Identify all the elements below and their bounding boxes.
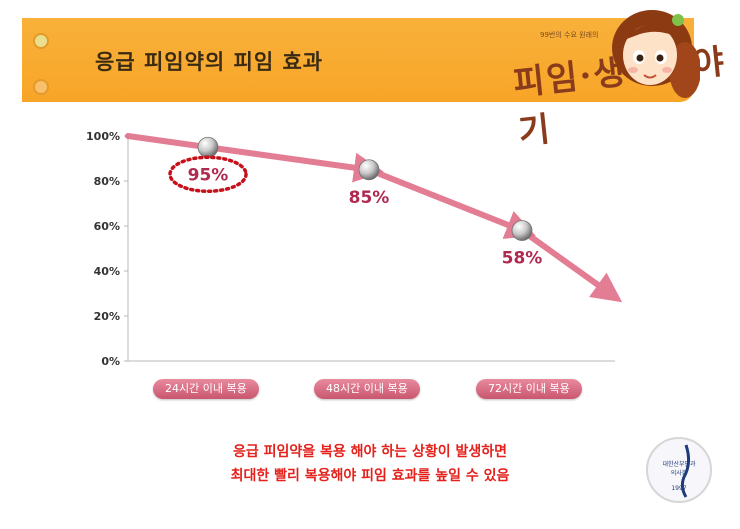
logo-line-2: 의사회	[670, 470, 688, 477]
bullet-icon	[33, 79, 49, 95]
data-label: 85%	[349, 188, 390, 208]
logo-year: 1997	[671, 485, 687, 492]
category-label: 72시간 이내 복용	[476, 379, 582, 399]
trend-arrow-segment	[125, 133, 211, 151]
data-label: 95%	[188, 165, 229, 185]
figure-icon	[680, 444, 691, 498]
category-label: 48시간 이내 복용	[314, 379, 420, 399]
category-label: 24시간 이내 복용	[153, 379, 259, 399]
trend-arrow-segment	[366, 166, 536, 239]
y-tick-label: 100%	[86, 130, 120, 143]
data-point	[358, 159, 380, 181]
y-tick-label: 60%	[94, 220, 120, 233]
logo-line-1: 대한산부인과	[662, 461, 696, 468]
trend-arrow-segment	[519, 227, 623, 303]
girl-illustration-icon	[612, 10, 700, 98]
data-label: 58%	[502, 249, 543, 269]
efficacy-line-chart: 0% 20% 40% 60% 80% 100% 95% 85% 58%	[86, 130, 623, 368]
page-title: 응급 피임약의 피임 효과	[95, 50, 324, 74]
footnote-line-1: 응급 피임약을 복용 해야 하는 상황이 발생하면	[233, 444, 507, 460]
header-banner	[22, 18, 694, 102]
data-point	[197, 136, 219, 158]
bullet-icon	[33, 33, 49, 49]
y-tick-label: 40%	[94, 265, 120, 278]
y-tick-label: 80%	[94, 175, 120, 188]
data-point	[511, 220, 533, 241]
association-logo: 대한산부인과 의사회 1997	[646, 437, 712, 503]
highlight-circle	[168, 155, 248, 193]
y-tick-label: 20%	[94, 310, 120, 323]
footnote-line-2: 최대한 빨리 복용해야 피임 효과를 높일 수 있음	[230, 468, 510, 484]
trend-arrow-segment	[205, 144, 384, 183]
brand-subtitle: 99번의 수요 원래의	[540, 31, 599, 39]
y-tick-label: 0%	[101, 355, 120, 368]
